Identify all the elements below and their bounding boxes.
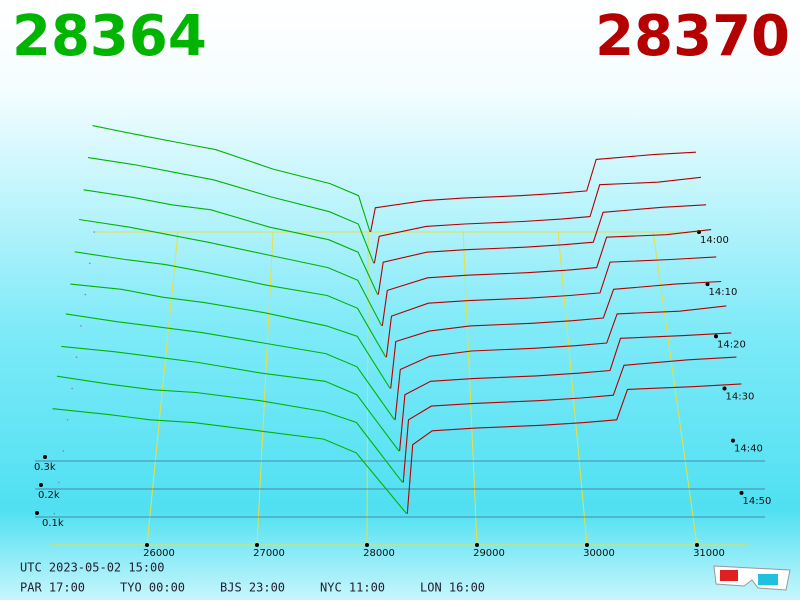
x-grid-line	[652, 231, 698, 546]
bid-depth-line	[61, 345, 400, 452]
snapshot-time	[53, 512, 56, 515]
time-tick-mark	[731, 438, 735, 443]
timestamp: UTC 2023-05-02 15:00	[20, 561, 165, 575]
glasses-icon	[713, 565, 791, 591]
snapshot-time	[84, 293, 87, 296]
x-tick-mark	[365, 543, 370, 547]
ask-depth-line	[385, 256, 717, 358]
x-tick-label: 30000	[583, 548, 615, 559]
x-grid-line	[557, 231, 588, 546]
ask-depth-line	[406, 383, 742, 514]
x-tick-label: 31000	[693, 548, 725, 559]
time-tick-label: 14:30	[726, 392, 755, 403]
x-grid-line	[146, 231, 179, 546]
y-tick-label: 0.3k	[34, 462, 56, 473]
snapshot-time	[62, 450, 65, 452]
plot: 26000 27000 28000 29000 30000 31000 0.1k 0.2k 0.…	[34, 125, 772, 559]
ask-depth-line	[402, 356, 737, 483]
time-tick-label: 14:20	[717, 339, 746, 350]
ask-depth-line	[370, 151, 697, 233]
x-grid-line	[256, 231, 274, 546]
time-tick-mark	[722, 386, 727, 391]
y-tick-mark	[35, 511, 39, 515]
y-tick-label: 0.2k	[38, 490, 60, 501]
ask-depth-line	[399, 332, 732, 452]
time-tick-mark	[705, 282, 710, 287]
x-tick-label: 26000	[143, 548, 175, 559]
snapshot-time	[75, 356, 78, 359]
time-tick-label: 14:10	[709, 287, 738, 298]
time-tick-mark	[739, 490, 744, 495]
x-tick-mark	[474, 543, 479, 547]
ask-depth-line	[373, 176, 702, 264]
snapshot-time	[80, 325, 82, 327]
snapshot-time	[66, 419, 69, 421]
clock: BJS 23:00	[220, 581, 285, 595]
x-grid-line	[366, 231, 369, 546]
time-tick-mark	[714, 334, 718, 339]
bid-depth-line	[83, 189, 379, 295]
time-tick-label: 14:50	[743, 496, 772, 507]
time-tick-label: 14:00	[700, 235, 729, 246]
y-tick-mark	[43, 455, 47, 459]
bid-depth-line	[56, 375, 403, 483]
bid-price: 28364	[12, 4, 207, 69]
bid-depth-line	[70, 283, 391, 389]
bid-depth-line	[87, 157, 375, 264]
bid-depth-line	[52, 408, 408, 515]
clock: TYO 00:00	[120, 581, 185, 595]
x-tick-mark	[584, 543, 589, 547]
bid-depth-line	[74, 251, 387, 358]
clock: PAR 17:00	[20, 581, 85, 595]
snapshot-time	[58, 481, 60, 484]
clock: NYC 11:00	[320, 581, 385, 595]
x-tick-mark	[694, 543, 699, 547]
y-tick-mark	[39, 483, 43, 487]
x-tick-label: 27000	[253, 548, 285, 559]
bid-depth-line	[65, 313, 395, 421]
x-tick-label: 28000	[363, 548, 395, 559]
x-tick-label: 29000	[473, 548, 505, 559]
bid-depth-line	[92, 125, 371, 233]
ask-depth-line	[377, 204, 707, 295]
snapshot-time	[88, 262, 91, 265]
ask-depth-line	[394, 305, 727, 420]
ask-depth-line	[381, 229, 712, 326]
y-tick-label: 0.1k	[42, 518, 64, 529]
x-tick-mark	[255, 543, 260, 547]
ask-depth-line	[390, 280, 722, 389]
x-grid-line	[462, 231, 478, 546]
bid-depth-line	[79, 218, 383, 327]
time-tick-label: 14:40	[734, 444, 763, 455]
clock: LON 16:00	[420, 581, 485, 595]
ask-price: 28370	[595, 4, 790, 69]
snapshot-time	[93, 231, 95, 233]
snapshot-time	[71, 387, 73, 390]
x-tick-mark	[145, 543, 150, 547]
